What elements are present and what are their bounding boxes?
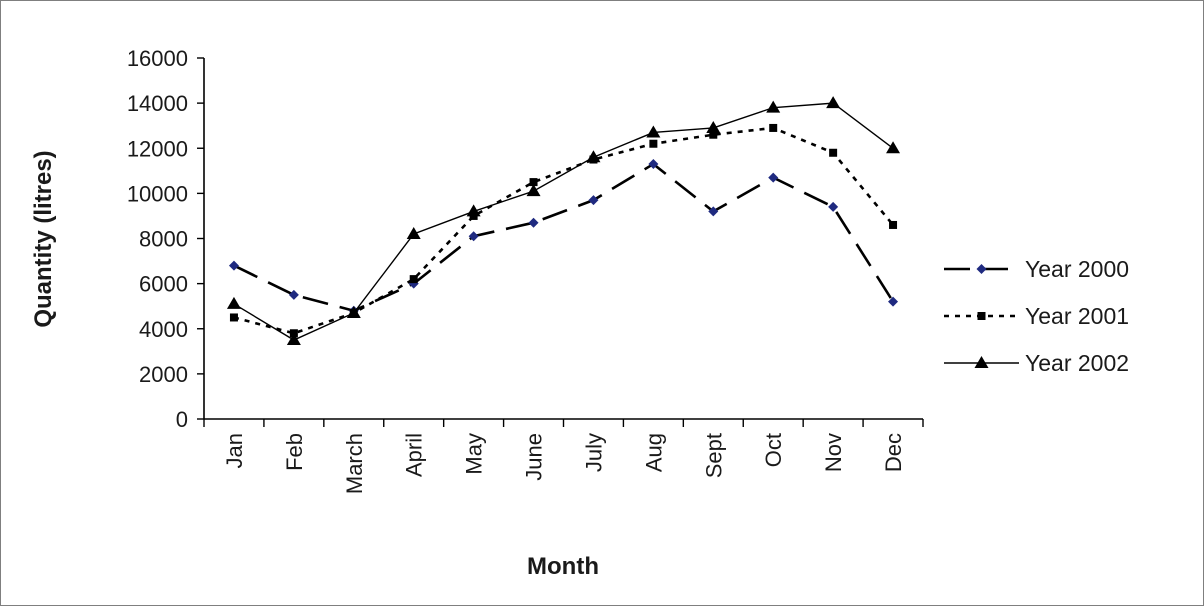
x-axis-label: Month bbox=[527, 553, 599, 580]
triangle-marker bbox=[646, 125, 661, 138]
y-tick-label: 14000 bbox=[127, 91, 188, 116]
square-marker bbox=[709, 130, 718, 139]
series-year-2001 bbox=[229, 123, 898, 338]
x-tick-label: Aug bbox=[641, 433, 666, 472]
diamond-marker bbox=[228, 260, 239, 271]
diamond-marker bbox=[468, 231, 479, 242]
legend-label: Year 2002 bbox=[1025, 350, 1129, 376]
diamond-marker bbox=[588, 195, 599, 206]
diamond-marker bbox=[888, 296, 899, 307]
x-tick-label: Nov bbox=[821, 433, 846, 472]
diamond-marker bbox=[768, 172, 779, 183]
triangle-marker bbox=[974, 356, 989, 368]
triangle-marker bbox=[466, 204, 481, 217]
triangle-marker bbox=[406, 226, 421, 239]
triangle-marker bbox=[586, 150, 601, 163]
x-tick-label: April bbox=[402, 433, 427, 477]
square-marker bbox=[769, 123, 778, 132]
triangle-marker bbox=[226, 296, 241, 309]
diamond-marker bbox=[648, 159, 659, 170]
diamond-marker bbox=[976, 264, 987, 274]
square-marker bbox=[649, 139, 658, 148]
legend-item: Year 2000 bbox=[944, 256, 1129, 282]
square-marker bbox=[409, 275, 418, 284]
series-year-2002 bbox=[226, 96, 901, 346]
y-tick-label: 0 bbox=[176, 407, 188, 432]
y-axis-ticks: 0 2000 4000 6000 8000 10000 12000 14000 16000 bbox=[127, 46, 204, 432]
series-line bbox=[233, 102, 894, 341]
square-marker bbox=[229, 313, 238, 322]
diamond-marker bbox=[828, 201, 839, 212]
triangle-marker bbox=[706, 120, 721, 133]
series-year-2000 bbox=[228, 159, 899, 316]
diamond-marker bbox=[708, 206, 719, 217]
x-tick-label: Oct bbox=[761, 433, 786, 467]
legend-label: Year 2001 bbox=[1025, 303, 1129, 329]
x-axis-ticks: Jan Feb March April May June July Aug Sept Oct Nov… bbox=[203, 419, 924, 494]
triangle-marker bbox=[826, 96, 841, 109]
diamond-marker bbox=[288, 289, 299, 300]
x-tick-label: Sept bbox=[701, 433, 726, 478]
x-tick-label: July bbox=[581, 433, 606, 472]
x-tick-label: March bbox=[342, 433, 367, 494]
square-marker bbox=[829, 148, 838, 157]
x-tick-label: Feb bbox=[282, 433, 307, 471]
x-tick-label: May bbox=[462, 433, 487, 475]
legend: Year 2000 Year 2001 Year 2002 bbox=[944, 256, 1129, 376]
diamond-marker bbox=[528, 217, 539, 228]
square-marker bbox=[977, 312, 986, 320]
triangle-marker bbox=[886, 141, 901, 154]
legend-item: Year 2001 bbox=[944, 303, 1129, 329]
triangle-marker bbox=[766, 100, 781, 113]
y-tick-label: 4000 bbox=[139, 317, 188, 342]
triangle-marker bbox=[286, 333, 301, 346]
y-axis-label: Quantity (litres) bbox=[30, 150, 57, 327]
y-tick-label: 16000 bbox=[127, 46, 188, 71]
triangle-marker bbox=[526, 184, 541, 197]
y-tick-label: 10000 bbox=[127, 181, 188, 206]
y-tick-label: 6000 bbox=[139, 272, 188, 297]
series-line bbox=[233, 126, 895, 335]
series-line bbox=[233, 162, 895, 313]
triangle-marker bbox=[346, 305, 361, 318]
x-tick-label: Jan bbox=[222, 433, 247, 468]
y-tick-label: 8000 bbox=[139, 227, 188, 252]
legend-item: Year 2002 bbox=[944, 350, 1129, 376]
x-tick-label: Dec bbox=[881, 433, 906, 472]
axes bbox=[203, 58, 923, 420]
y-tick-label: 2000 bbox=[139, 362, 188, 387]
series-layer bbox=[226, 96, 901, 346]
y-tick-label: 12000 bbox=[127, 136, 188, 161]
x-tick-label: June bbox=[522, 433, 547, 481]
square-marker bbox=[889, 220, 898, 229]
legend-label: Year 2000 bbox=[1025, 256, 1129, 282]
square-marker bbox=[529, 178, 538, 187]
